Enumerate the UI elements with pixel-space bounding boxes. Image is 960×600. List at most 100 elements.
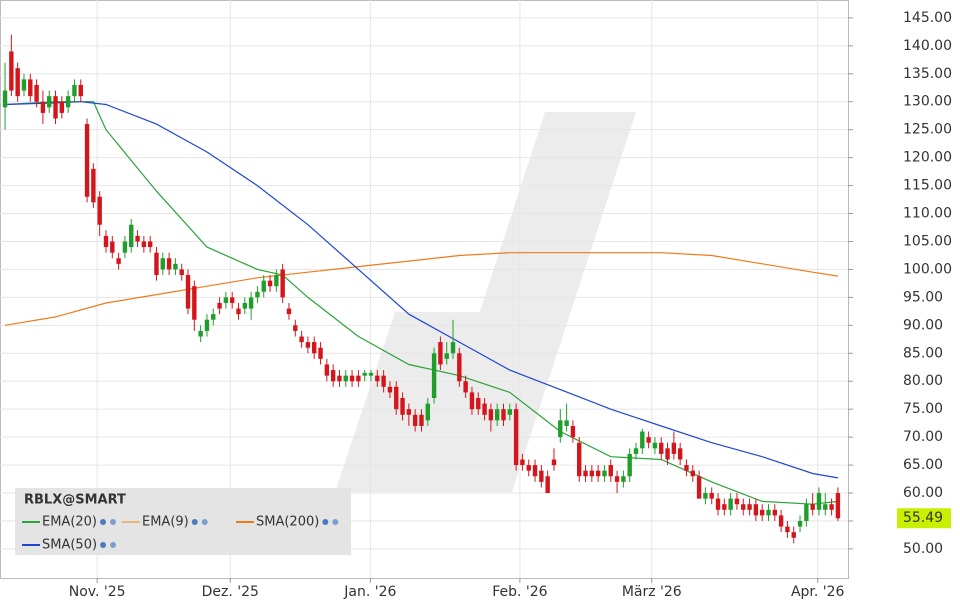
legend-icon [332,519,339,525]
candle-body [810,504,815,510]
candle-body [621,476,626,482]
candle-body [520,459,525,466]
candle-body [595,470,601,477]
candle-body [28,79,33,97]
candle-body [671,442,677,454]
candle-body [343,375,348,382]
y-tick-label: 110.00 [903,206,952,222]
candle-body [72,84,77,97]
candle-body [116,258,121,264]
candle-body [431,353,437,399]
candle-body [362,372,367,376]
candle-body [185,275,191,309]
candle-body [640,431,645,449]
candle-body [526,465,531,471]
candle-body [444,353,449,359]
candle-body [337,375,342,382]
candle-body [229,297,235,303]
x-tick-label: Dez. '25 [202,584,259,600]
candle-body [166,258,172,270]
candle-body [236,308,241,315]
legend-label: EMA(9) [142,515,189,530]
legend-label: SMA(200) [256,515,319,530]
candle-body [9,51,14,91]
y-tick-label: 145.00 [903,10,952,26]
candle-body [356,375,361,382]
candle-body [589,470,595,477]
candle-body [494,409,500,421]
candle-body [91,168,96,203]
candle-body [463,381,468,393]
x-tick-label: Jan. '26 [343,584,396,600]
candle-body [646,437,651,443]
candle-body [438,342,443,365]
candle-body [381,375,386,387]
candle-body [614,476,620,482]
candle-body [135,235,140,242]
candle-body [469,392,475,410]
candle-body [255,291,260,298]
y-tick-label: 140.00 [903,38,952,54]
legend-symbol: RBLX@SMART [24,493,126,508]
candle-body [551,459,557,466]
candle-body [677,448,683,460]
candle-body [633,448,639,454]
candle-body [835,493,841,519]
candle-body [192,286,197,320]
candle-body [122,241,128,253]
x-tick-label: Feb. '26 [492,584,547,600]
candle-body [261,280,266,292]
candle-body [741,504,746,510]
candle-body [154,252,159,276]
candle-body [804,504,809,521]
candle-body [482,403,487,415]
candle-body [312,342,317,354]
y-tick-label: 75.00 [903,401,943,417]
candle-body [684,465,689,471]
candle-body [34,84,39,102]
candle-body [349,375,355,382]
candle-body [324,364,330,376]
candle-body [728,498,733,510]
y-tick-label: 95.00 [903,289,943,305]
last-price-label: 55.49 [903,510,943,526]
x-tick-label: Nov. '25 [69,584,126,600]
candle-body [141,241,147,248]
y-tick-label: 115.00 [903,178,952,194]
last-price-tag [897,508,951,529]
y-tick-label: 70.00 [903,429,943,445]
candle-body [53,96,58,119]
candle-body [318,347,323,359]
candle-body [488,409,494,421]
candle-body [785,526,790,533]
candle-body [703,493,708,499]
candle-body [305,342,311,348]
legend-box [15,488,351,555]
candle-body [211,314,216,320]
candle-body [198,330,203,337]
candle-body [387,386,393,393]
indicator-line [4,101,838,505]
candle-body [513,409,519,466]
candle-body [532,465,538,477]
legend-icon [110,519,117,525]
candle-body [103,235,109,248]
candle-body [577,442,582,477]
candle-body [539,470,544,482]
y-tick-label: 105.00 [903,233,952,249]
candle-body [450,342,456,354]
candle-body [419,414,424,426]
candle-body [690,470,695,477]
y-tick-label: 120.00 [903,150,952,166]
candle-body [476,398,481,410]
candle-body [97,196,102,225]
y-tick-label: 130.00 [903,94,952,110]
candle-body [242,302,248,309]
candle-body [747,504,752,510]
candle-body [223,297,229,303]
x-tick-label: März '26 [622,584,682,600]
candle-body [65,96,71,108]
candle-body [608,465,613,477]
candle-body [570,425,576,438]
